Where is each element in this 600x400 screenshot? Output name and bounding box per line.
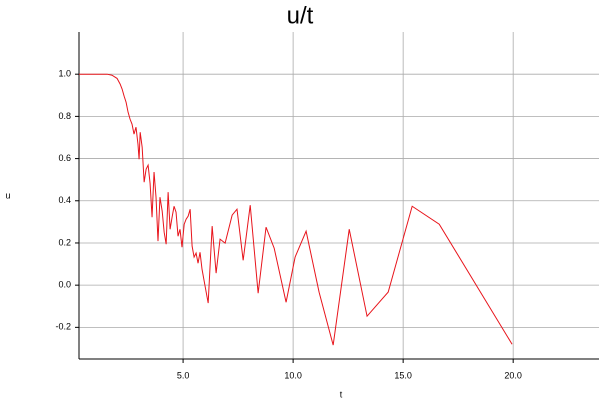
- y-tick-label: 0.4: [58, 195, 71, 205]
- chart-title: u/t: [287, 2, 314, 29]
- x-tick-label: 20.0: [504, 370, 522, 380]
- y-tick-label: 0.8: [58, 111, 71, 121]
- y-tick-label: 0.6: [58, 153, 71, 163]
- x-tick-label: 5.0: [177, 370, 190, 380]
- x-axis-label: t: [340, 389, 343, 399]
- y-tick-label: 0.0: [58, 280, 71, 290]
- y-tick-label: -0.2: [55, 322, 71, 332]
- x-tick-label: 15.0: [394, 370, 412, 380]
- y-axis-label: u: [5, 190, 10, 200]
- y-tick-label: 0.2: [58, 237, 71, 247]
- y-tick-label: 1.0: [58, 69, 71, 79]
- x-tick-label: 10.0: [284, 370, 302, 380]
- data-line: [79, 73, 513, 346]
